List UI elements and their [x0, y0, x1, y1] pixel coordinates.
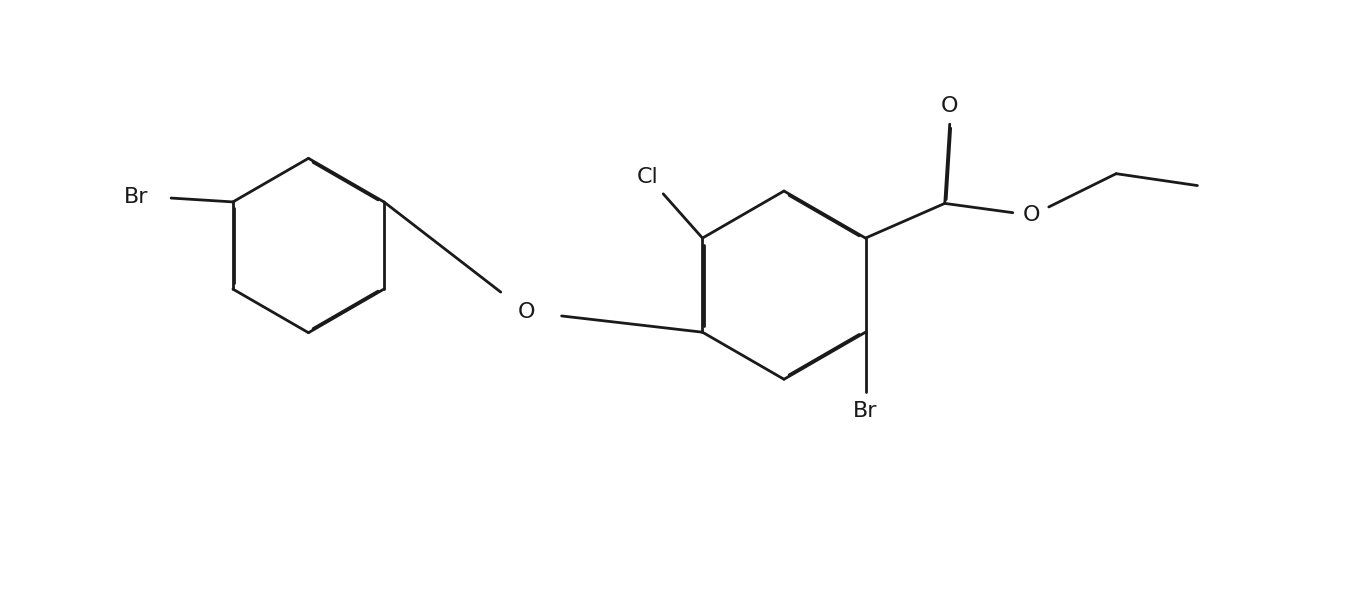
Text: Br: Br: [124, 187, 149, 207]
Text: O: O: [941, 97, 959, 116]
Text: O: O: [1023, 205, 1041, 225]
Text: O: O: [518, 302, 535, 322]
Text: Cl: Cl: [637, 167, 658, 187]
Text: Br: Br: [853, 401, 877, 421]
